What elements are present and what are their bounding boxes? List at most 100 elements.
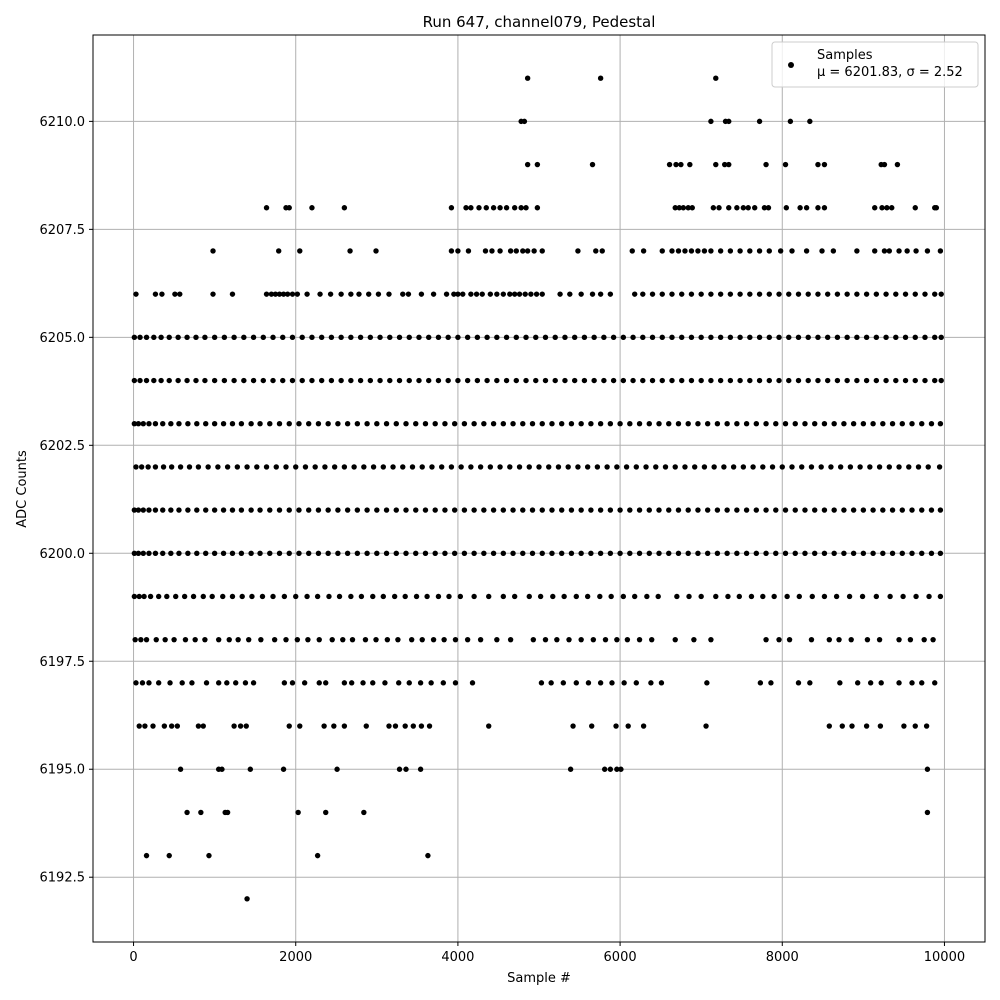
data-point	[669, 291, 675, 297]
data-point	[546, 464, 552, 470]
data-point	[500, 550, 507, 556]
data-point	[727, 377, 734, 384]
data-point	[238, 507, 245, 513]
data-point	[185, 507, 191, 513]
data-point	[500, 291, 507, 297]
data-point	[229, 291, 236, 297]
data-point	[294, 291, 301, 297]
data-point	[809, 593, 815, 600]
data-point	[710, 205, 717, 211]
data-point	[721, 464, 727, 470]
data-point	[850, 550, 857, 556]
data-point	[860, 421, 867, 427]
data-point	[244, 896, 250, 902]
data-point	[617, 507, 623, 513]
data-point	[766, 377, 772, 384]
data-point	[483, 205, 489, 211]
data-point	[539, 550, 545, 556]
data-point	[200, 593, 206, 600]
data-point	[688, 334, 695, 341]
data-point	[752, 205, 758, 211]
data-point	[909, 550, 915, 556]
data-point	[219, 766, 225, 772]
data-point	[179, 680, 185, 686]
data-point	[386, 723, 392, 729]
data-point	[753, 507, 760, 513]
data-point	[539, 291, 545, 297]
data-point	[362, 636, 369, 643]
data-point	[419, 464, 425, 470]
data-point	[393, 507, 399, 513]
data-point	[280, 377, 286, 384]
data-point	[620, 593, 627, 600]
data-point	[594, 464, 601, 470]
data-point	[593, 248, 599, 254]
data-point	[757, 680, 764, 686]
data-point	[695, 550, 701, 556]
data-point	[756, 118, 763, 125]
data-point	[494, 636, 500, 643]
data-point	[267, 421, 273, 427]
data-point	[263, 464, 270, 470]
data-point	[831, 507, 837, 513]
data-point	[364, 507, 370, 513]
data-point	[636, 636, 643, 643]
data-point	[348, 680, 355, 686]
data-point	[486, 593, 492, 600]
data-point	[323, 809, 329, 816]
data-point	[802, 550, 808, 556]
data-point	[779, 464, 785, 470]
data-point	[429, 464, 435, 470]
data-point	[899, 507, 905, 513]
data-point	[698, 334, 704, 341]
data-point	[151, 334, 157, 341]
data-point	[766, 334, 772, 341]
data-point	[375, 291, 382, 297]
data-point	[708, 334, 714, 341]
data-point	[597, 75, 604, 81]
data-point	[500, 507, 507, 513]
data-point	[531, 248, 537, 254]
data-point	[445, 377, 451, 384]
data-point	[325, 421, 331, 427]
data-point	[682, 464, 688, 470]
data-point	[649, 636, 655, 643]
data-point	[325, 550, 331, 556]
data-point	[351, 464, 357, 470]
data-point	[750, 464, 756, 470]
data-point	[906, 464, 912, 470]
data-point	[271, 636, 278, 643]
data-point	[229, 593, 236, 600]
data-point	[289, 291, 296, 297]
data-point	[805, 377, 811, 384]
data-point	[518, 205, 524, 211]
data-point	[373, 636, 379, 643]
data-point	[607, 766, 614, 772]
data-point	[293, 464, 299, 470]
data-point	[293, 593, 299, 600]
data-point	[503, 334, 510, 341]
data-point	[613, 723, 619, 729]
data-point	[649, 291, 656, 297]
data-point	[341, 723, 348, 729]
data-point	[662, 464, 669, 470]
data-point	[880, 507, 886, 513]
data-point	[756, 377, 763, 384]
data-point	[137, 334, 143, 341]
data-point	[538, 680, 545, 686]
data-point	[915, 464, 922, 470]
data-point	[589, 291, 596, 297]
data-point	[203, 421, 209, 427]
data-point	[909, 421, 915, 427]
data-point	[763, 421, 769, 427]
data-point	[678, 161, 684, 168]
data-point	[748, 593, 755, 600]
data-point	[883, 334, 889, 341]
y-tick-label: 6197.5	[40, 655, 86, 670]
y-tick-label: 6207.5	[40, 223, 86, 238]
data-point	[151, 377, 157, 384]
data-point	[177, 291, 183, 297]
data-point	[357, 334, 364, 341]
data-point	[873, 334, 880, 341]
